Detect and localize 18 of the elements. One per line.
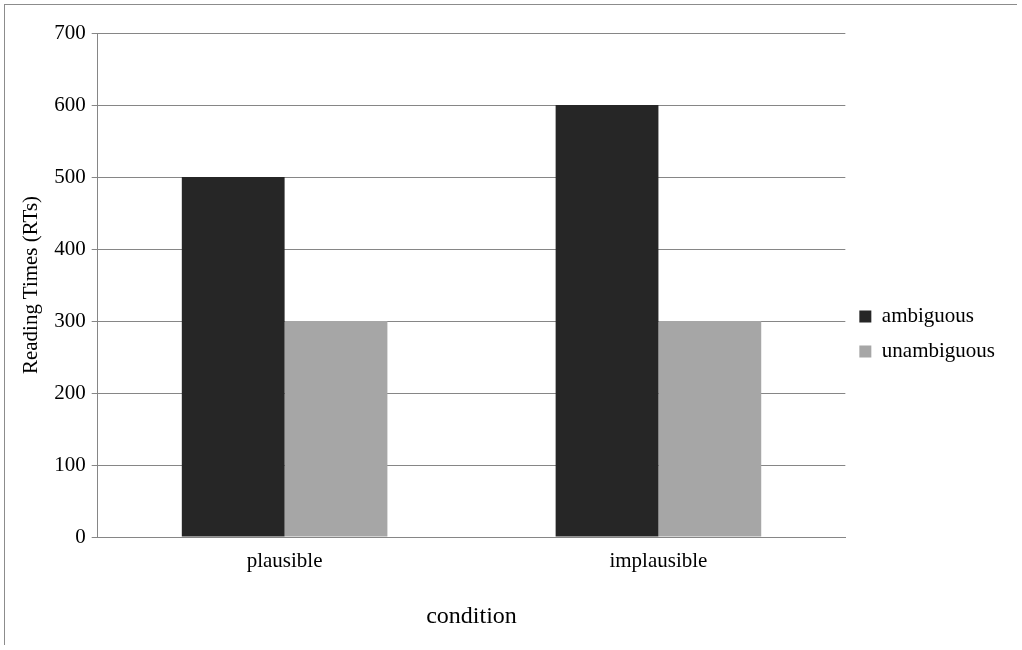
y-tick-label: 0 [75, 523, 86, 548]
x-axis-title: condition [426, 601, 517, 628]
x-tick-label: implausible [609, 548, 708, 573]
bar [658, 321, 762, 537]
y-tick-label: 700 [54, 19, 86, 44]
legend-label: ambiguous [881, 303, 975, 328]
y-tick-label: 100 [54, 451, 86, 476]
y-tick-label: 200 [54, 379, 86, 404]
bar [181, 177, 285, 537]
y-tick-label: 300 [54, 307, 86, 332]
legend-label: unambiguous [881, 338, 996, 363]
bar [555, 105, 659, 537]
y-tick-label: 500 [54, 163, 86, 188]
bar [284, 321, 388, 537]
y-axis-title: Reading Times (RTs) [18, 195, 43, 375]
x-tick-label: plausible [246, 548, 323, 573]
y-tick-label: 600 [54, 91, 86, 116]
y-tick-label: 400 [54, 235, 86, 260]
